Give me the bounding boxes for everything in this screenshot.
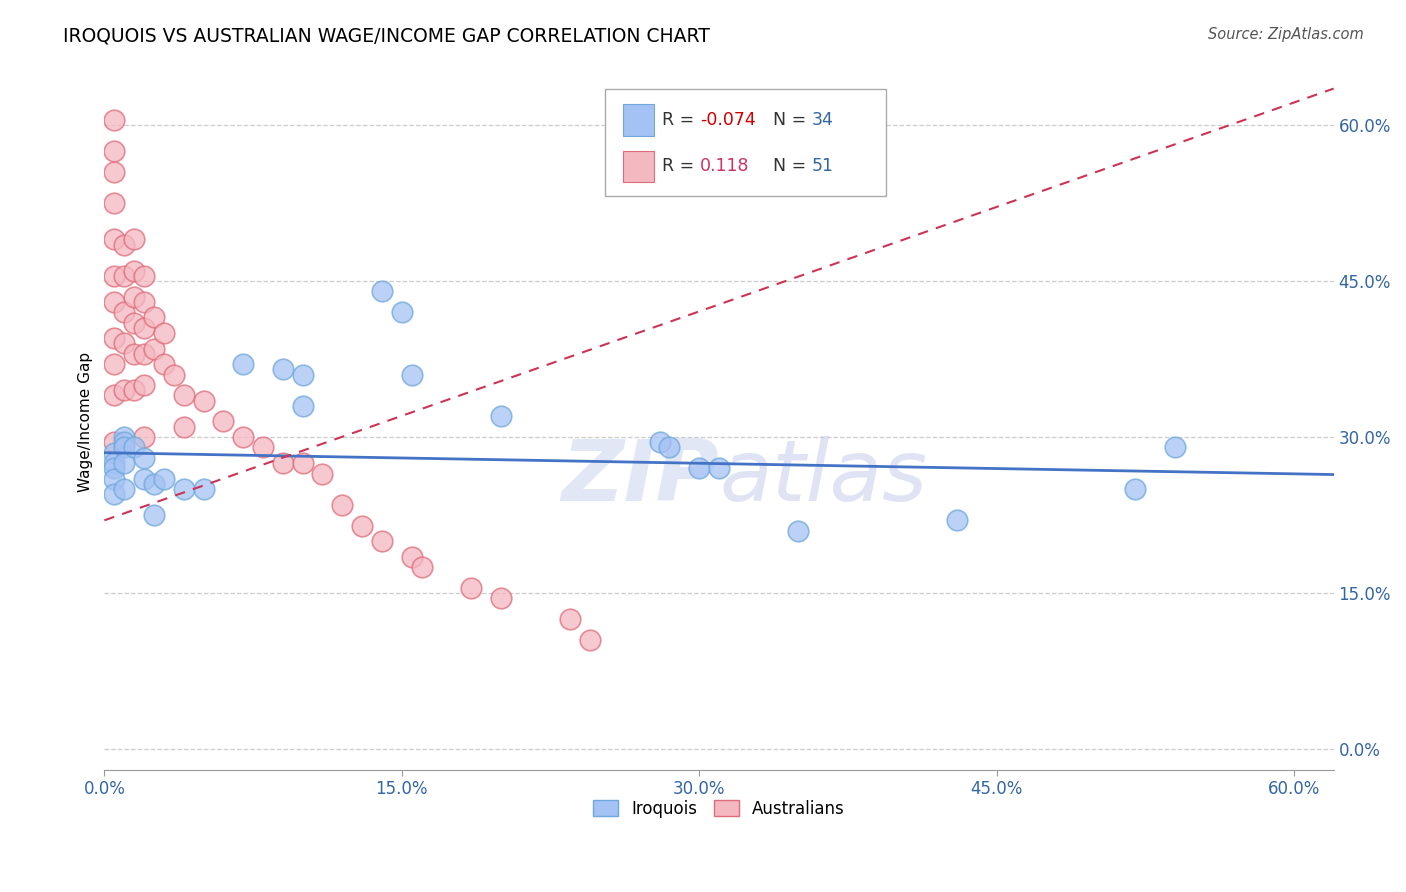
Point [122,384,145,398]
Point [132,472,155,486]
Point [252,441,274,455]
Text: IROQUOIS VS AUSTRALIAN WAGE/INCOME GAP CORRELATION CHART: IROQUOIS VS AUSTRALIAN WAGE/INCOME GAP C… [63,27,710,45]
Legend: Iroquois, Australians: Iroquois, Australians [586,793,852,824]
Point [232,430,254,444]
Point [103,446,125,460]
Point [112,482,135,496]
Point [103,232,125,246]
Point [787,524,810,538]
Point [132,430,155,444]
Point [173,388,195,402]
Point [153,326,176,340]
Point [103,388,125,402]
Point [707,461,730,475]
Point [352,518,374,533]
Point [112,456,135,470]
Point [560,612,582,626]
Point [103,487,125,501]
Point [330,498,353,512]
Point [112,441,135,455]
Point [401,549,423,564]
Point [173,482,195,496]
Text: 34: 34 [811,111,834,129]
Point [142,310,165,325]
Point [232,357,254,371]
Point [411,560,433,574]
Point [212,415,235,429]
Point [122,441,145,455]
Text: ZIP: ZIP [561,436,718,519]
Point [291,456,314,470]
Y-axis label: Wage/Income Gap: Wage/Income Gap [79,351,93,491]
Point [112,430,135,444]
Text: N =: N = [773,157,813,176]
Point [103,165,125,179]
Point [1125,482,1147,496]
Point [103,357,125,371]
Point [579,632,602,647]
Point [103,112,125,127]
Point [489,591,512,606]
Point [142,342,165,356]
Point [103,294,125,309]
Point [132,347,155,361]
Point [132,321,155,335]
Point [173,419,195,434]
Point [489,409,512,424]
Point [132,294,155,309]
Point [142,476,165,491]
Point [391,305,413,319]
Point [163,368,186,382]
Point [371,285,394,299]
Point [103,196,125,211]
Point [271,362,294,376]
Point [132,378,155,392]
Point [103,331,125,345]
Point [193,393,215,408]
Point [371,534,394,549]
Point [122,232,145,246]
Point [132,268,155,283]
Point [122,263,145,277]
Point [946,513,969,527]
Text: R =: R = [662,157,700,176]
Point [112,237,135,252]
Text: -0.074: -0.074 [700,111,756,129]
Text: atlas: atlas [718,436,927,519]
Text: 51: 51 [811,157,834,176]
Point [103,456,125,470]
Point [112,268,135,283]
Point [291,399,314,413]
Point [103,144,125,158]
Point [311,467,333,481]
Point [688,461,710,475]
Point [142,508,165,522]
Point [112,384,135,398]
Text: 0.118: 0.118 [700,157,749,176]
Point [291,368,314,382]
Point [153,472,176,486]
Point [193,482,215,496]
Point [103,461,125,475]
Point [132,450,155,465]
Point [648,435,671,450]
Point [1164,441,1187,455]
Point [103,472,125,486]
Point [460,581,482,595]
Point [103,435,125,450]
Point [122,290,145,304]
Point [103,268,125,283]
Point [271,456,294,470]
Point [112,305,135,319]
Text: R =: R = [662,111,700,129]
Point [112,435,135,450]
Point [122,316,145,330]
Text: N =: N = [773,111,813,129]
Point [122,347,145,361]
Point [112,336,135,351]
Text: Source: ZipAtlas.com: Source: ZipAtlas.com [1208,27,1364,42]
Point [153,357,176,371]
Point [658,441,681,455]
Point [401,368,423,382]
